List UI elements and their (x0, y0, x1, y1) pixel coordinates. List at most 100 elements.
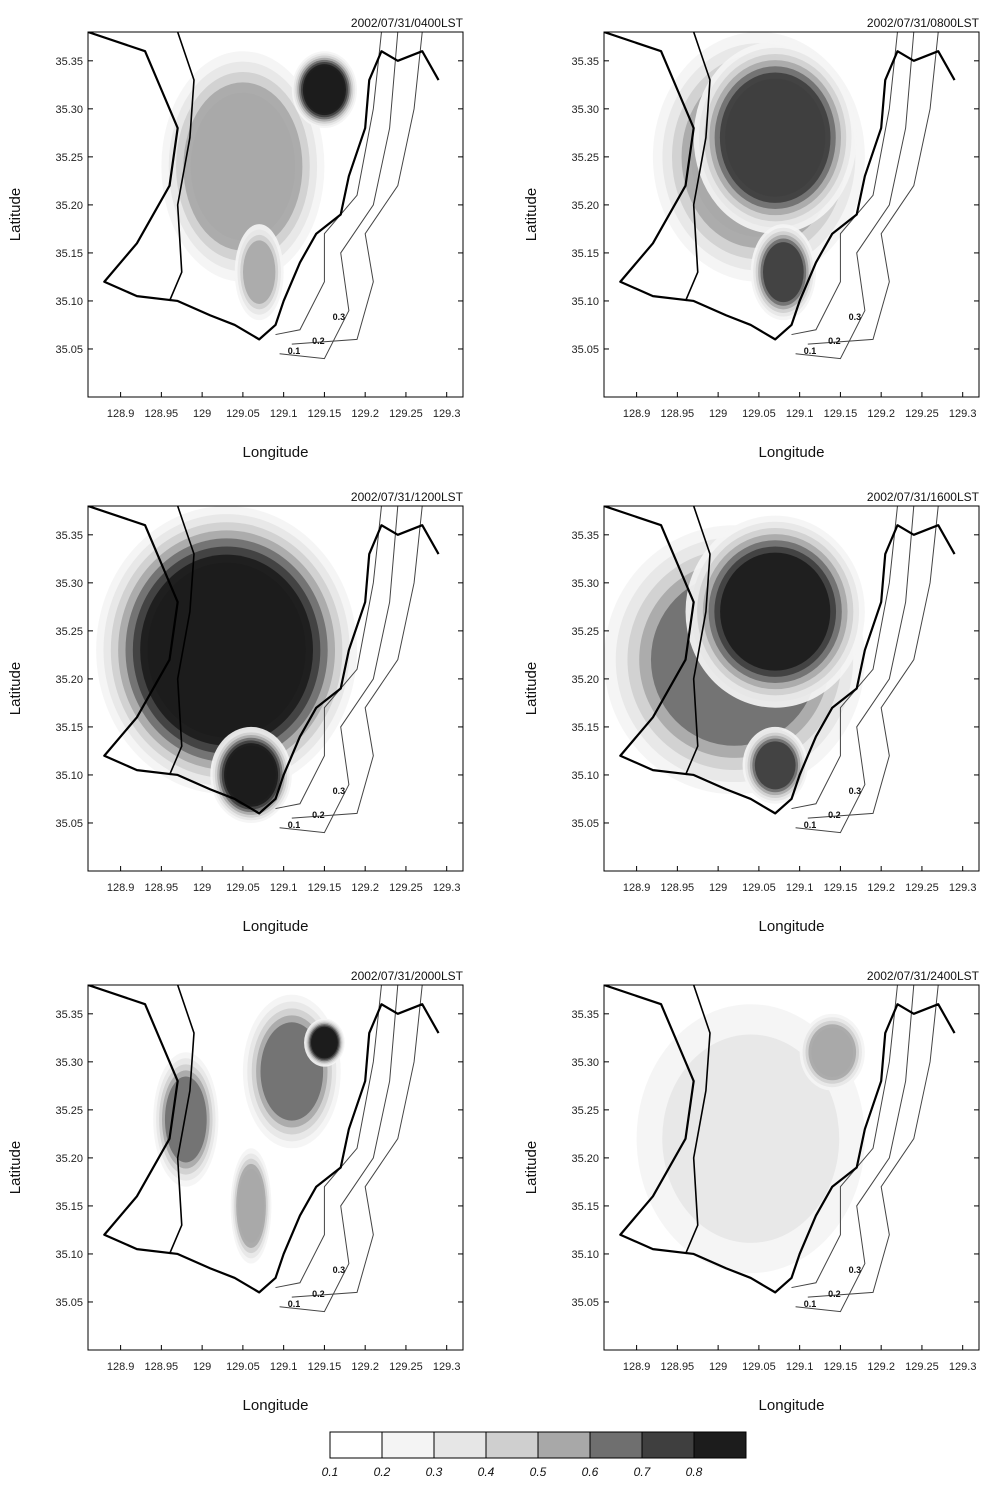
x-tick-label: 129 (193, 882, 211, 894)
y-tick-label: 35.15 (55, 1201, 83, 1213)
x-tick-label: 129.3 (433, 1361, 461, 1373)
x-tick-label: 129 (193, 1361, 211, 1373)
y-tick-label: 35.20 (571, 200, 599, 212)
concentration-blob (312, 1028, 337, 1058)
contour-label: 0.2 (312, 336, 325, 346)
map-panel: 0.1 0.2 0.3 128.9 128.95 129 129.05 129.1 129.15… (523, 969, 980, 1414)
coastline (604, 32, 956, 341)
x-tick-label: 129.3 (433, 408, 461, 420)
x-tick-label: 128.9 (107, 1361, 135, 1373)
x-tick-label: 129.2 (867, 882, 895, 894)
legend-label: 0.6 (582, 1465, 599, 1479)
y-tick-label: 35.25 (571, 626, 599, 638)
x-tick-label: 129.3 (433, 882, 461, 894)
y-tick-label: 35.15 (571, 722, 599, 734)
y-tick-label: 35.10 (571, 770, 599, 782)
y-tick-label: 35.10 (55, 770, 83, 782)
x-tick-label: 129.1 (270, 882, 298, 894)
x-axis-title: Longitude (759, 444, 825, 461)
contour-label: 0.3 (849, 786, 862, 796)
contour-line (275, 985, 382, 1289)
plot-frame (603, 984, 980, 1351)
legend-swatch (537, 1431, 591, 1459)
river-line (684, 985, 711, 1255)
contour-label: 0.1 (288, 346, 301, 356)
y-tick-label: 35.15 (571, 1201, 599, 1213)
contour-label: 0.1 (804, 346, 817, 356)
y-tick-label: 35.30 (55, 1057, 83, 1069)
y-tick-label: 35.05 (55, 1297, 83, 1309)
y-tick-label: 35.05 (571, 1297, 599, 1309)
y-tick-label: 35.20 (55, 674, 83, 686)
contour-label: 0.3 (333, 786, 346, 796)
y-tick-label: 35.30 (571, 578, 599, 590)
contour-line (275, 506, 382, 810)
y-tick-label: 35.15 (55, 248, 83, 260)
contour-line (279, 506, 399, 834)
x-tick-label: 129.3 (949, 882, 977, 894)
contour-line (791, 506, 898, 810)
river-line (684, 32, 711, 302)
coastline (604, 985, 956, 1294)
x-tick-label: 129.1 (786, 882, 814, 894)
y-tick-label: 35.25 (571, 1105, 599, 1117)
x-tick-label: 129.15 (308, 1361, 342, 1373)
x-tick-label: 128.9 (107, 408, 135, 420)
x-tick-label: 128.95 (661, 1361, 695, 1373)
x-tick-label: 128.9 (107, 882, 135, 894)
y-tick-label: 35.35 (55, 530, 83, 542)
concentration-blob (226, 745, 276, 805)
legend-swatch (329, 1431, 383, 1459)
coastline (88, 985, 440, 1294)
contour-label: 0.2 (312, 810, 325, 820)
contour-line (795, 506, 915, 834)
legend-label: 0.4 (478, 1465, 495, 1479)
panel-title: 2002/07/31/2000LST (351, 969, 464, 983)
x-tick-label: 129 (709, 408, 727, 420)
y-tick-label: 35.10 (55, 296, 83, 308)
coastline (88, 506, 440, 815)
panel-title: 2002/07/31/0800LST (867, 16, 980, 30)
map-panel: 0.1 0.2 0.3 128.9 128.95 129 129.05 129.1 129.15… (7, 969, 464, 1414)
concentration-blob (754, 741, 796, 790)
contour-line (291, 506, 423, 819)
y-tick-label: 35.15 (55, 722, 83, 734)
y-tick-label: 35.25 (571, 152, 599, 164)
y-axis-title: Latitude (523, 662, 540, 715)
y-tick-label: 35.05 (55, 818, 83, 830)
y-axis-title: Latitude (523, 1141, 540, 1194)
x-tick-label: 129.25 (905, 408, 939, 420)
contour-label: 0.3 (333, 1265, 346, 1275)
concentration-blob (725, 78, 826, 197)
legend-label: 0.3 (426, 1465, 443, 1479)
legend-label: 0.8 (686, 1465, 703, 1479)
x-tick-label: 129.15 (824, 1361, 858, 1373)
y-tick-label: 35.35 (55, 1009, 83, 1021)
concentration-blob (147, 562, 306, 738)
y-tick-label: 35.35 (571, 530, 599, 542)
x-tick-label: 129.15 (308, 882, 342, 894)
panel-title: 2002/07/31/2400LST (867, 969, 980, 983)
x-axis-title: Longitude (759, 918, 825, 935)
contour-label: 0.2 (828, 810, 841, 820)
y-tick-label: 35.30 (571, 104, 599, 116)
y-tick-label: 35.35 (571, 56, 599, 68)
x-tick-label: 129.2 (867, 408, 895, 420)
y-tick-label: 35.35 (571, 1009, 599, 1021)
legend-swatch (485, 1431, 539, 1459)
x-tick-label: 129.05 (226, 408, 260, 420)
x-tick-label: 129.1 (786, 408, 814, 420)
plot-frame (603, 31, 980, 398)
concentration-blob (762, 242, 804, 303)
river-line (684, 506, 711, 776)
contour-line (795, 985, 915, 1313)
y-tick-label: 35.05 (571, 344, 599, 356)
y-tick-label: 35.15 (571, 248, 599, 260)
x-tick-label: 129.3 (949, 408, 977, 420)
contour-line (791, 985, 898, 1289)
x-tick-label: 129.25 (389, 408, 423, 420)
y-tick-label: 35.10 (571, 1249, 599, 1261)
river-line (168, 506, 195, 776)
x-axis-title: Longitude (243, 1397, 309, 1414)
